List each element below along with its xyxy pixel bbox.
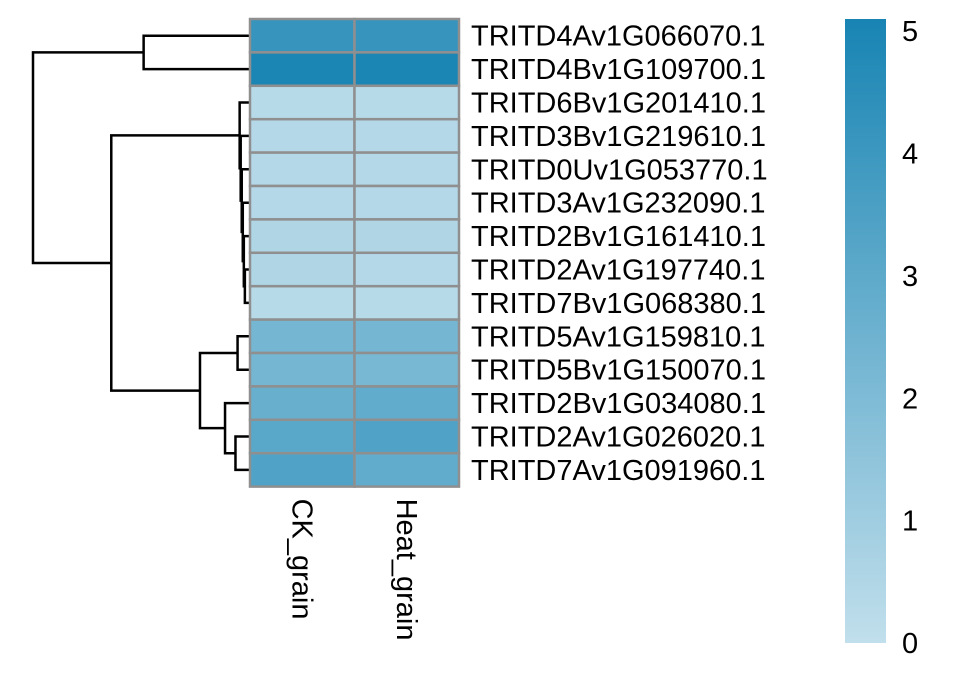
row-label: TRITD4Bv1G109700.1 (471, 54, 766, 86)
color-legend: 0 1 2 3 4 5 (845, 16, 918, 660)
heatmap-cell (353, 184, 461, 221)
dendrogram-branch (234, 435, 250, 472)
legend-tick-label: 1 (902, 506, 918, 538)
heatmap-cell (248, 117, 356, 154)
heatmap-cell (248, 218, 356, 255)
heatmap-cell (353, 351, 461, 388)
row-label: TRITD7Bv1G068380.1 (471, 288, 766, 320)
dendrogram-branch (223, 401, 250, 455)
row-label: TRITD0Uv1G053770.1 (471, 154, 768, 186)
legend-tick-label: 4 (902, 139, 918, 171)
heatmap-cell (353, 218, 461, 255)
legend-tick-label: 0 (902, 628, 918, 660)
heatmap-cell (353, 51, 461, 88)
row-label: TRITD4Av1G066070.1 (471, 21, 765, 53)
heatmap-cell (353, 151, 461, 188)
heatmap-cell (248, 284, 356, 321)
legend-tick-label: 5 (902, 16, 918, 48)
heatmap-cell (353, 318, 461, 355)
legend-tick-label: 3 (902, 261, 918, 293)
heatmap-cell (353, 284, 461, 321)
heatmap-cell (248, 351, 356, 388)
heatmap-cell (353, 418, 461, 455)
dendrogram-branch (142, 34, 250, 71)
dendrogram-branch (198, 351, 238, 430)
row-label: TRITD2Av1G026020.1 (471, 422, 765, 454)
heatmap-cell (248, 17, 356, 54)
row-label: TRITD2Bv1G161410.1 (471, 221, 766, 253)
heatmap-cell (248, 418, 356, 455)
heatmap-cell (248, 451, 356, 488)
dendrogram-branch (236, 335, 250, 371)
heatmap-cell (248, 184, 356, 221)
row-label: TRITD3Av1G232090.1 (471, 188, 765, 220)
row-labels: TRITD4Av1G066070.1TRITD4Bv1G109700.1TRIT… (471, 21, 768, 487)
row-label: TRITD5Bv1G150070.1 (471, 355, 766, 387)
row-label: TRITD2Av1G197740.1 (471, 255, 765, 287)
column-label: CK_grain (285, 499, 317, 620)
heatmap-cell (248, 251, 356, 288)
heatmap-cell (353, 84, 461, 121)
heatmap-cell (248, 385, 356, 422)
row-dendrogram (31, 34, 250, 472)
heatmap-cell (248, 151, 356, 188)
column-label: Heat_grain (390, 499, 422, 641)
heatmap-cell (248, 318, 356, 355)
row-label: TRITD3Bv1G219610.1 (471, 121, 766, 153)
dendrogram-branch (31, 51, 144, 265)
heatmap-cell (353, 17, 461, 54)
heatmap-cell (353, 251, 461, 288)
heatmap-cell (353, 117, 461, 154)
dendrogram-branch (110, 134, 240, 392)
legend-color-bar (845, 19, 886, 643)
heatmap-cell (248, 84, 356, 121)
row-label: TRITD5Av1G159810.1 (471, 321, 765, 353)
heatmap-cell (353, 385, 461, 422)
row-label: TRITD2Bv1G034080.1 (471, 388, 766, 420)
legend-tick-label: 2 (902, 383, 918, 415)
row-label: TRITD6Bv1G201410.1 (471, 88, 766, 120)
heatmap-cell (248, 51, 356, 88)
row-label: TRITD7Av1G091960.1 (471, 455, 765, 487)
column-labels: CK_grain Heat_grain (285, 499, 422, 641)
heatmap-cells (248, 17, 461, 488)
heatmap-cell (353, 451, 461, 488)
